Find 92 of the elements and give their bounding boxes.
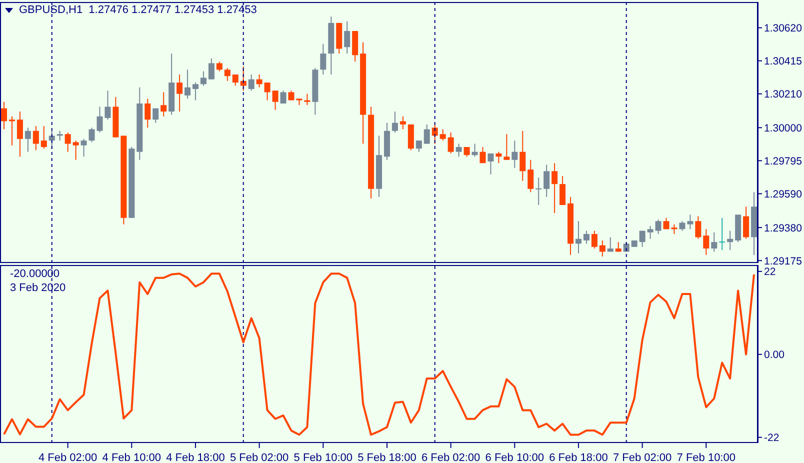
- candlestick: [480, 146, 486, 164]
- y-tick-label: 1.30415: [764, 56, 802, 68]
- candlestick: [184, 69, 191, 100]
- candlestick: [32, 126, 39, 151]
- candlestick: [718, 217, 726, 251]
- candlestick: [448, 132, 454, 154]
- candlestick: [472, 143, 478, 158]
- candlestick: [464, 146, 470, 158]
- candlestick: [264, 82, 270, 101]
- y-tick-label: 1.30620: [764, 22, 802, 35]
- candlestick: [528, 159, 534, 193]
- candlestick: [272, 90, 278, 110]
- candlestick: [80, 138, 87, 158]
- candlestick: [400, 116, 406, 130]
- candlestick: [104, 90, 111, 120]
- candlestick: [544, 164, 550, 198]
- y-tick-label: 0.00: [764, 349, 785, 362]
- candlestick: [496, 151, 502, 164]
- x-tick-label: 4 Feb 10:00: [102, 452, 162, 463]
- x-tick-label: 7 Feb 02:00: [612, 452, 672, 463]
- candlestick: [695, 216, 702, 240]
- candlestick: [392, 111, 398, 133]
- candlestick: [24, 127, 31, 152]
- candlestick: [575, 220, 582, 254]
- candlestick: [280, 90, 286, 104]
- candlestick: [440, 128, 446, 142]
- x-tick-label: 4 Feb 02:00: [38, 452, 98, 463]
- candlestick: [344, 20, 350, 54]
- annotation: -20.00000: [10, 268, 60, 280]
- x-tick-label: 4 Feb 18:00: [166, 452, 225, 463]
- candlestick: [560, 176, 566, 206]
- candlestick: [647, 225, 654, 240]
- candlestick: [208, 58, 214, 80]
- y-tick-label: 1.29380: [764, 222, 802, 234]
- candlestick: [176, 74, 183, 112]
- y-tick-label: 1.29795: [764, 155, 802, 168]
- candlestick: [320, 43, 326, 75]
- x-tick-label: 6 Feb 18:00: [549, 452, 608, 463]
- candlestick: [144, 98, 151, 128]
- candlestick: [216, 61, 222, 72]
- candlestick: [599, 240, 606, 258]
- candlestick: [8, 116, 15, 146]
- candlestick: [743, 206, 750, 240]
- y-tick-label: 1.30000: [764, 122, 802, 134]
- annotation: 3 Feb 2020: [10, 282, 66, 294]
- x-tick-label: 5 Feb 02:00: [230, 452, 289, 463]
- candlestick: [607, 236, 614, 252]
- candlestick: [711, 232, 718, 252]
- candlestick: [679, 220, 686, 232]
- candlestick: [456, 143, 462, 158]
- x-tick-label: 7 Feb 10:00: [676, 452, 736, 463]
- candlestick: [256, 74, 262, 88]
- candlestick: [1, 101, 7, 130]
- y-tick-label: 1.29175: [764, 255, 802, 268]
- y-tick-label: 1.29590: [764, 188, 802, 200]
- candlestick: [552, 162, 558, 214]
- candlestick: [40, 126, 47, 150]
- candlestick: [639, 230, 646, 248]
- candlestick: [304, 93, 310, 106]
- candlestick: [56, 130, 63, 142]
- y-tick-label: 22: [764, 266, 776, 278]
- candlestick: [655, 219, 662, 234]
- candlestick: [288, 90, 294, 101]
- candlestick: [72, 140, 79, 160]
- candlestick: [152, 108, 159, 124]
- candlestick: [192, 82, 198, 101]
- candlestick: [583, 230, 590, 244]
- candlestick: [687, 214, 694, 230]
- chart-title: GBPUSD,H1 1.27476 1.27477 1.27453 1.27453: [19, 4, 257, 16]
- candlestick: [520, 130, 526, 182]
- candlestick: [703, 228, 710, 256]
- candlestick: [248, 74, 254, 92]
- y-tick-label: -22: [764, 432, 780, 444]
- candlestick: [504, 134, 510, 160]
- y-tick-label: 1.30210: [764, 88, 802, 101]
- candlestick: [424, 124, 430, 144]
- candlestick: [727, 230, 734, 251]
- x-tick-label: 6 Feb 02:00: [421, 452, 480, 463]
- candlestick: [512, 140, 518, 168]
- candlestick: [200, 70, 206, 86]
- candlestick: [224, 68, 230, 82]
- x-tick-label: 5 Feb 10:00: [294, 452, 353, 463]
- candlestick: [591, 230, 598, 249]
- candlestick: [64, 132, 71, 152]
- candlestick: [232, 74, 238, 86]
- candlestick: [16, 111, 23, 158]
- candlestick: [535, 177, 542, 206]
- x-tick-label: 6 Feb 10:00: [485, 452, 544, 463]
- candlestick: [160, 92, 167, 117]
- candlestick: [488, 152, 494, 175]
- x-tick-label: 5 Feb 18:00: [358, 452, 416, 463]
- candlestick: [416, 140, 422, 152]
